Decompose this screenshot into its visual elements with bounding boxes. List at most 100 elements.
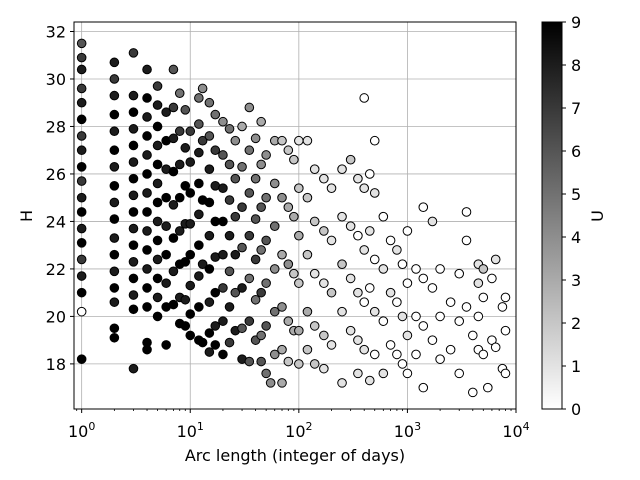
scatter-point: [283, 259, 294, 269]
scatter-point: [237, 242, 247, 253]
scatter-point: [174, 226, 185, 236]
scatter-point: [128, 190, 139, 201]
scatter-point: [152, 197, 163, 208]
scatter-point: [142, 264, 152, 274]
y-tick-label: 32: [46, 22, 66, 41]
scatter-point: [478, 349, 489, 360]
scatter-point: [277, 135, 287, 146]
scatter-point: [142, 283, 152, 293]
colorbar: [541, 21, 563, 410]
scatter-point: [359, 344, 370, 355]
scatter-point: [359, 93, 370, 103]
scatter-point: [490, 342, 501, 353]
scatter-point: [168, 102, 179, 113]
scatter-point: [378, 368, 389, 379]
scatter-point: [218, 349, 228, 360]
scatter-point: [152, 178, 163, 189]
scatter-point: [142, 169, 152, 179]
scatter-point: [109, 233, 120, 243]
plot-frame: [73, 21, 517, 410]
scatter-point: [237, 162, 247, 172]
scatter-point: [109, 90, 120, 101]
colorbar-tick-label: 3: [571, 271, 581, 290]
scatter-point: [244, 356, 255, 367]
scatter-point: [435, 311, 445, 322]
scatter-point: [185, 249, 196, 260]
scatter-point: [345, 154, 356, 165]
colorbar-tick-label: 2: [571, 314, 581, 333]
scatter-point: [142, 188, 152, 198]
scatter-point: [128, 48, 139, 58]
scatter-point: [345, 325, 356, 336]
scatter-point: [168, 266, 179, 277]
scatter-point: [76, 354, 87, 364]
scatter-point: [353, 368, 363, 379]
scatter-point: [256, 159, 266, 170]
scatter-point: [197, 337, 208, 348]
scatter-point: [397, 311, 408, 322]
scatter-point: [289, 268, 299, 279]
scatter-point: [194, 302, 204, 312]
scatter-point: [250, 173, 261, 184]
scatter-point: [180, 256, 191, 267]
scatter-point: [326, 235, 337, 246]
scatter-point: [497, 302, 508, 312]
scatter-point: [427, 335, 438, 345]
scatter-point: [142, 344, 152, 355]
scatter-point: [109, 74, 120, 84]
scatter-point: [128, 304, 139, 315]
scatter-point: [364, 283, 375, 293]
scatter-point: [289, 211, 299, 222]
scatter-point: [194, 93, 204, 103]
scatter-point: [283, 356, 294, 367]
scatter-point: [168, 133, 179, 144]
scatter-point: [76, 287, 87, 298]
x-axis: 100 101 102 103 104: [68, 409, 530, 441]
scatter-point: [277, 378, 287, 388]
scatter-point: [256, 116, 266, 127]
scatter-point: [109, 162, 120, 172]
scatter-point: [337, 211, 347, 222]
scatter-point: [168, 233, 179, 243]
scatter-point: [185, 157, 196, 167]
scatter-point: [185, 330, 196, 341]
scatter-point: [230, 135, 241, 146]
scatter-point: [142, 131, 152, 141]
scatter-point: [128, 107, 139, 118]
scatter-point: [194, 119, 204, 129]
colorbar-tick-label: 1: [571, 357, 581, 376]
scatter-point: [319, 278, 329, 288]
scatter-point: [76, 131, 87, 141]
scatter-point: [250, 294, 261, 305]
scatter-point: [364, 375, 375, 386]
scatter-point: [224, 337, 235, 348]
scatter-point: [224, 124, 235, 134]
scatter-point: [309, 164, 320, 175]
scatter-point: [294, 278, 304, 288]
scatter-point: [359, 183, 370, 193]
scatter-point: [283, 202, 294, 212]
scatter-point: [224, 302, 235, 312]
y-tick-label: 22: [46, 260, 66, 279]
scatter-point: [161, 221, 171, 231]
scatter-point: [392, 297, 402, 307]
scatter-point: [185, 188, 196, 198]
scatter-point: [369, 135, 380, 146]
scatter-point: [261, 235, 271, 246]
scatter-point: [76, 238, 87, 248]
scatter-point: [194, 209, 204, 220]
scatter-point: [76, 52, 87, 63]
scatter-point: [168, 64, 179, 75]
scatter-point: [261, 368, 271, 379]
scatter-point: [76, 306, 87, 317]
scatter-point: [128, 223, 139, 234]
scatter-point: [218, 216, 228, 227]
scatter-point: [230, 173, 241, 184]
scatter-point: [152, 311, 163, 322]
scatter-point: [345, 273, 356, 284]
scatter-point: [218, 316, 228, 326]
x-tick-label: 104: [502, 420, 529, 441]
scatter-point: [109, 181, 120, 191]
y-tick-label: 20: [46, 307, 66, 326]
colorbar-tick-label: 4: [571, 228, 581, 247]
